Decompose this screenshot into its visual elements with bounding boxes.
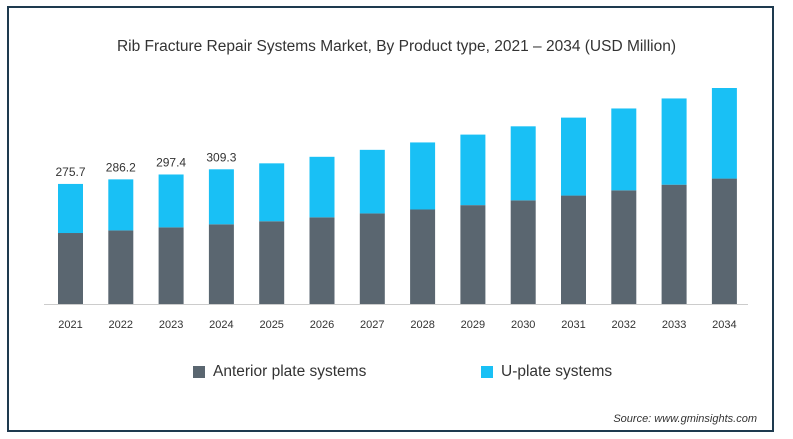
bar-anterior-2025	[259, 221, 285, 304]
source-note: Source: www.gminsights.com	[613, 413, 757, 425]
x-tick-2032: 2032	[612, 319, 636, 331]
data-labels: 275.7 286.2 297.4 309.3	[55, 150, 236, 179]
x-tick-2031: 2031	[561, 319, 585, 331]
legend: Anterior plate systems U-plate systems	[0, 363, 793, 383]
bar-uplate-2022	[108, 179, 134, 231]
legend-label-uplate: U-plate systems	[501, 363, 613, 380]
x-tick-2024: 2024	[209, 319, 233, 331]
data-label-2021: 275.7	[55, 165, 85, 179]
bar-uplate-2026	[309, 156, 335, 218]
bar-anterior-2024	[208, 224, 234, 304]
x-tick-labels: 2021 2022 2023 2024 2025 2026 2027 2028 2029 2030…	[58, 319, 736, 331]
bar-anterior-2023	[158, 227, 184, 304]
bar-anterior-2026	[309, 217, 335, 304]
x-tick-2034: 2034	[712, 319, 736, 331]
x-tick-2025: 2025	[259, 319, 283, 331]
bars-group	[58, 88, 737, 304]
x-tick-2026: 2026	[310, 319, 334, 331]
chart-frame	[7, 6, 774, 432]
bar-anterior-2034	[711, 178, 737, 304]
legend-label-anterior: Anterior plate systems	[213, 363, 367, 380]
data-label-2022: 286.2	[106, 160, 136, 174]
x-tick-2030: 2030	[511, 319, 535, 331]
x-tick-2028: 2028	[410, 319, 434, 331]
x-tick-2033: 2033	[662, 319, 686, 331]
bar-anterior-2031	[561, 195, 586, 304]
bar-anterior-2021	[58, 233, 83, 304]
legend-swatch-uplate	[481, 366, 493, 378]
bar-uplate-2028	[410, 142, 436, 210]
bar-uplate-2029	[460, 134, 486, 206]
x-tick-2022: 2022	[109, 319, 133, 331]
bar-uplate-2034	[711, 88, 737, 179]
bar-anterior-2029	[460, 205, 486, 304]
bar-uplate-2023	[158, 174, 184, 228]
bar-uplate-2027	[359, 149, 385, 214]
bar-uplate-2033	[661, 98, 687, 185]
bar-uplate-2030	[510, 126, 536, 201]
bar-anterior-2022	[108, 230, 134, 304]
data-label-2024: 309.3	[206, 150, 236, 164]
bar-anterior-2032	[611, 190, 637, 304]
bar-uplate-2032	[611, 108, 637, 191]
legend-item-anterior: Anterior plate systems	[193, 363, 366, 381]
x-tick-2021: 2021	[58, 319, 82, 331]
bar-anterior-2033	[661, 184, 687, 304]
legend-swatch-anterior	[193, 366, 205, 378]
chart-title: Rib Fracture Repair Systems Market, By P…	[116, 38, 677, 55]
bar-uplate-2024	[208, 169, 234, 225]
bar-anterior-2030	[510, 200, 536, 304]
bar-uplate-2025	[259, 163, 285, 222]
legend-item-uplate: U-plate systems	[481, 363, 612, 381]
x-tick-2029: 2029	[461, 319, 485, 331]
data-label-2023: 297.4	[156, 155, 186, 169]
bar-anterior-2028	[410, 209, 436, 304]
bar-uplate-2021	[58, 183, 83, 234]
x-tick-2023: 2023	[159, 319, 183, 331]
x-tick-2027: 2027	[360, 319, 384, 331]
bar-uplate-2031	[561, 117, 586, 196]
bar-anterior-2027	[359, 213, 385, 304]
